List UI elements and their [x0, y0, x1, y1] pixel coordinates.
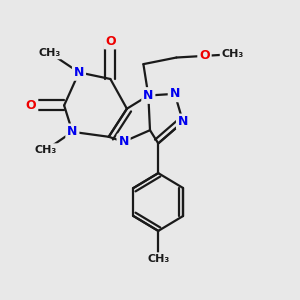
Text: O: O: [26, 99, 36, 112]
Text: N: N: [67, 125, 78, 138]
Text: CH₃: CH₃: [221, 49, 244, 59]
Text: O: O: [105, 34, 116, 47]
Text: CH₃: CH₃: [147, 254, 170, 264]
Text: N: N: [118, 135, 129, 148]
Text: N: N: [74, 66, 84, 79]
Text: CH₃: CH₃: [35, 145, 57, 155]
Text: N: N: [143, 89, 154, 102]
Text: CH₃: CH₃: [38, 48, 60, 58]
Text: O: O: [199, 50, 210, 62]
Text: N: N: [169, 87, 180, 101]
Text: N: N: [178, 116, 188, 128]
